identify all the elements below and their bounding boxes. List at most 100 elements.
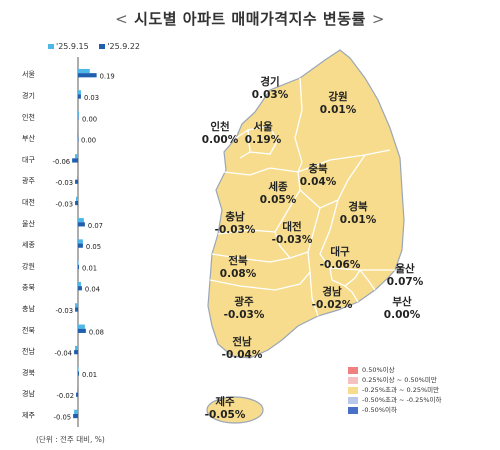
region-name: 광주 <box>234 296 254 308</box>
region-value: 0.05% <box>260 194 297 206</box>
map-legend-row: 0.50%이상 <box>348 366 442 376</box>
bar-prev <box>77 388 78 393</box>
bar-prev <box>78 367 79 372</box>
region-value: 0.19% <box>245 134 282 146</box>
bar-prev <box>77 132 78 138</box>
region-value: -0.04% <box>222 349 263 361</box>
region-name: 인천 <box>210 120 229 133</box>
category-label: 충남 <box>22 304 35 313</box>
title-text: 시도별 아파트 매매가격지수 변동률 <box>134 10 366 28</box>
bar-prev <box>75 154 78 159</box>
map-legend-label: -0.50%초과 ~ -0.25%이하 <box>362 396 442 404</box>
value-label: -0.03 <box>55 200 73 208</box>
bar-curr <box>76 392 78 397</box>
category-label: 경북 <box>22 368 35 377</box>
map-legend-row: -0.50%이하 <box>348 406 442 416</box>
region-value: 0.07% <box>387 276 424 288</box>
value-label: -0.02 <box>56 392 74 400</box>
map-legend-swatch <box>348 406 358 414</box>
bar-curr <box>78 73 97 78</box>
series-legend: '25.9.15 '25.9.22 <box>48 42 148 51</box>
chart-title: < 시도별 아파트 매매가격지수 변동률 > <box>0 8 500 29</box>
legend-item-prev: '25.9.15 <box>48 42 89 51</box>
legend-swatch-prev <box>48 44 54 49</box>
region-name: 제주 <box>215 395 235 408</box>
region-value: 0.01% <box>340 214 377 226</box>
region-value: -0.03% <box>272 234 313 246</box>
bar-prev <box>76 196 78 201</box>
map-legend-label: -0.50%이하 <box>362 406 397 414</box>
value-label: -0.05 <box>54 413 72 421</box>
region-value: 0.08% <box>220 268 257 280</box>
region-name: 울산 <box>395 262 415 275</box>
map-legend-swatch <box>348 386 358 394</box>
value-label: -0.06 <box>53 158 71 166</box>
map-legend-row: -0.50%초과 ~ -0.25%이하 <box>348 396 442 406</box>
value-label: 0.19 <box>100 73 115 81</box>
region-name: 강원 <box>328 90 347 103</box>
region-value: -0.02% <box>312 299 353 311</box>
bar-curr <box>78 328 86 333</box>
value-label: -0.03 <box>55 307 73 315</box>
region-name: 대구 <box>330 245 350 258</box>
bar-curr <box>78 94 81 99</box>
bar-curr <box>75 307 78 312</box>
region-value: -0.03% <box>215 224 256 236</box>
bar-curr <box>75 179 78 184</box>
border-gyeongnam <box>309 271 319 317</box>
bar-curr <box>78 286 82 291</box>
title-right-chevron: > <box>371 10 385 28</box>
region-name: 대전 <box>282 220 301 233</box>
map-color-legend: 0.50%이상 0.25%이상 ~ 0.50%미만 -0.25%초과 ~ 0.25%… <box>348 366 442 416</box>
region-name: 경북 <box>348 200 368 213</box>
bar-prev <box>77 175 78 180</box>
map-legend-label: 0.50%이상 <box>362 366 395 374</box>
bar-prev <box>75 345 78 351</box>
value-label: 0.01 <box>82 264 97 272</box>
value-label: 0.00 <box>81 137 96 145</box>
region-name: 세종 <box>268 180 288 193</box>
bar-curr <box>78 115 79 120</box>
region-name: 경남 <box>322 285 342 298</box>
bar-curr <box>78 371 79 376</box>
bar-prev <box>78 218 84 223</box>
region-value: 0.01% <box>320 104 357 116</box>
category-label: 부산 <box>22 134 35 143</box>
category-label: 인천 <box>22 112 35 121</box>
category-label: 세종 <box>22 240 35 249</box>
region-value: -0.03% <box>224 309 265 321</box>
border-gyeonggi-gangwon <box>294 77 303 173</box>
border-jeonbuk <box>211 253 291 263</box>
region-value: -0.06% <box>320 259 361 271</box>
bar-prev <box>78 90 81 95</box>
legend-label-prev: '25.9.15 <box>56 42 89 51</box>
category-label: 경남 <box>22 389 35 398</box>
region-value: 0.00% <box>384 309 421 321</box>
category-label: 충북 <box>22 283 35 292</box>
map-legend-label: -0.25%초과 ~ 0.25%미만 <box>362 386 440 394</box>
region-value: -0.05% <box>205 409 246 421</box>
region-borders <box>209 77 395 317</box>
category-label: 울산 <box>22 219 35 228</box>
value-label: 0.00 <box>82 115 97 123</box>
bar-prev <box>78 260 79 265</box>
bar-curr <box>78 222 85 227</box>
unit-note: (단위 : 전주 대비, %) <box>36 435 105 444</box>
region-value: 0.03% <box>252 89 289 101</box>
jeju-shape <box>206 396 264 424</box>
map-legend-swatch <box>348 366 358 374</box>
region-name: 경기 <box>260 75 279 88</box>
category-label: 제주 <box>22 411 35 419</box>
map-legend-swatch <box>348 396 358 404</box>
bar-curr <box>75 200 78 206</box>
region-name: 서울 <box>253 120 273 133</box>
bar-prev <box>78 111 79 116</box>
category-label: 경기 <box>22 91 35 100</box>
bar-prev <box>74 409 78 414</box>
region-name: 전북 <box>228 254 248 267</box>
category-label: 대전 <box>22 197 35 206</box>
bar-prev <box>78 68 90 74</box>
map-legend-swatch <box>348 376 358 384</box>
value-label: 0.07 <box>88 222 103 230</box>
border-jeonnam <box>209 251 311 291</box>
